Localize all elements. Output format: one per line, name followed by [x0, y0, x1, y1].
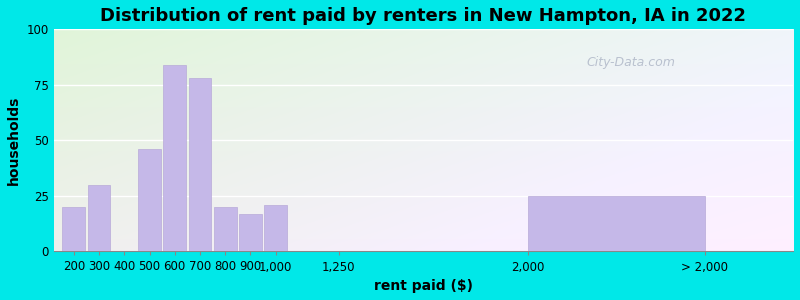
X-axis label: rent paid ($): rent paid ($): [374, 279, 473, 293]
Bar: [264, 205, 287, 251]
Bar: [88, 185, 110, 251]
Bar: [528, 196, 705, 251]
Bar: [163, 65, 186, 251]
Bar: [214, 207, 237, 251]
Bar: [239, 214, 262, 251]
Bar: [62, 207, 85, 251]
Y-axis label: households: households: [7, 96, 21, 185]
Text: City-Data.com: City-Data.com: [586, 56, 675, 69]
Bar: [138, 149, 161, 251]
Bar: [189, 78, 211, 251]
Title: Distribution of rent paid by renters in New Hampton, IA in 2022: Distribution of rent paid by renters in …: [100, 7, 746, 25]
